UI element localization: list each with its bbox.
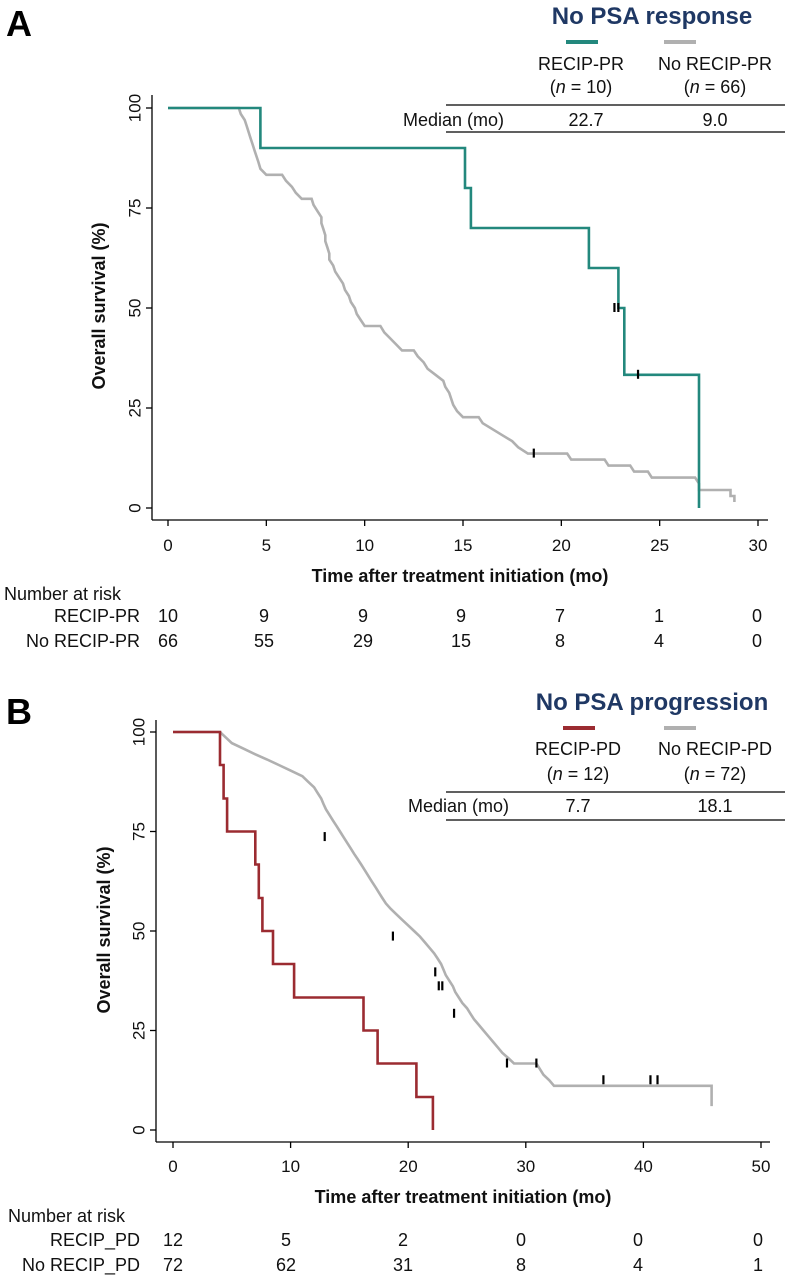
- panel-letter: B: [6, 691, 32, 732]
- risk-count: 9: [358, 606, 368, 626]
- y-tick-label: 100: [125, 94, 144, 122]
- risk-count: 0: [516, 1230, 526, 1250]
- legend-series-name: No RECIP-PD: [658, 739, 772, 759]
- risk-count: 2: [398, 1230, 408, 1250]
- legend-series-name: RECIP-PR: [538, 54, 624, 74]
- y-tick-label: 25: [125, 399, 144, 418]
- median-value: 22.7: [568, 110, 603, 130]
- legend-series-n: (n = 12): [547, 764, 610, 784]
- median-value: 18.1: [697, 796, 732, 816]
- x-tick-label: 15: [454, 536, 473, 555]
- x-tick-label: 50: [752, 1157, 771, 1176]
- risk-count: 15: [451, 631, 471, 651]
- x-tick-label: 10: [281, 1157, 300, 1176]
- risk-row-label: No RECIP_PD: [22, 1255, 140, 1276]
- x-axis-title: Time after treatment initiation (mo): [315, 1187, 612, 1207]
- survival-curve-no-recip-pr: [168, 106, 736, 502]
- y-tick-label: 0: [129, 1125, 148, 1134]
- risk-count: 8: [516, 1255, 526, 1275]
- y-axis-title: Overall survival (%): [89, 222, 109, 389]
- legend-series-n: (n = 10): [550, 77, 613, 97]
- risk-count: 0: [752, 606, 762, 626]
- risk-count: 66: [158, 631, 178, 651]
- panel-letter: A: [6, 3, 32, 44]
- risk-count: 4: [633, 1255, 643, 1275]
- risk-count: 0: [752, 631, 762, 651]
- risk-count: 10: [158, 606, 178, 626]
- y-tick-label: 75: [125, 199, 144, 218]
- risk-count: 1: [654, 606, 664, 626]
- risk-table-title: Number at risk: [4, 584, 122, 604]
- risk-count: 1: [753, 1255, 763, 1275]
- risk-count: 0: [633, 1230, 643, 1250]
- x-tick-label: 40: [634, 1157, 653, 1176]
- x-tick-label: 30: [516, 1157, 535, 1176]
- y-axis-title: Overall survival (%): [94, 846, 114, 1013]
- y-tick-label: 50: [125, 299, 144, 318]
- risk-count: 5: [281, 1230, 291, 1250]
- risk-count: 8: [555, 631, 565, 651]
- median-label: Median (mo): [403, 110, 504, 130]
- risk-count: 62: [276, 1255, 296, 1275]
- survival-curve-recip-pd: [173, 730, 435, 1130]
- risk-row-label: No RECIP-PR: [26, 631, 140, 651]
- y-tick-label: 75: [129, 822, 148, 841]
- x-tick-label: 30: [749, 536, 768, 555]
- risk-count: 4: [654, 631, 664, 651]
- risk-count: 0: [753, 1230, 763, 1250]
- risk-count: 12: [163, 1230, 183, 1250]
- y-tick-label: 25: [129, 1021, 148, 1040]
- risk-count: 72: [163, 1255, 183, 1275]
- survival-curve-no-recip-pd: [173, 730, 713, 1107]
- risk-row-label: RECIP-PR: [54, 606, 140, 626]
- y-tick-label: 0: [125, 503, 144, 512]
- risk-row-label: RECIP_PD: [50, 1230, 140, 1251]
- x-tick-label: 25: [650, 536, 669, 555]
- median-label: Median (mo): [408, 796, 509, 816]
- x-tick-label: 5: [262, 536, 271, 555]
- legend-series-name: No RECIP-PR: [658, 54, 772, 74]
- y-tick-label: 50: [129, 922, 148, 941]
- risk-count: 9: [456, 606, 466, 626]
- risk-count: 9: [259, 606, 269, 626]
- risk-count: 31: [393, 1255, 413, 1275]
- y-tick-label: 100: [129, 718, 148, 746]
- x-tick-label: 10: [355, 536, 374, 555]
- median-value: 7.7: [565, 796, 590, 816]
- risk-table-title: Number at risk: [8, 1206, 126, 1226]
- legend-series-n: (n = 72): [684, 764, 747, 784]
- x-tick-label: 0: [168, 1157, 177, 1176]
- risk-count: 29: [353, 631, 373, 651]
- x-tick-label: 0: [163, 536, 172, 555]
- x-axis-title: Time after treatment initiation (mo): [312, 566, 609, 586]
- x-tick-label: 20: [552, 536, 571, 555]
- risk-count: 7: [555, 606, 565, 626]
- x-tick-label: 20: [399, 1157, 418, 1176]
- median-value: 9.0: [702, 110, 727, 130]
- risk-count: 55: [254, 631, 274, 651]
- legend-series-name: RECIP-PD: [535, 739, 621, 759]
- legend-title: No PSA response: [552, 3, 753, 30]
- legend-title: No PSA progression: [536, 689, 768, 716]
- legend-series-n: (n = 66): [684, 77, 747, 97]
- survival-curve-recip-pr: [168, 106, 701, 508]
